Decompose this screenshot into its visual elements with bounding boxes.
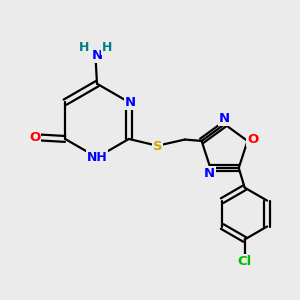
Text: NH: NH [87,151,107,164]
Text: O: O [247,133,259,146]
Text: H: H [79,41,89,54]
Text: N: N [125,96,136,109]
Text: S: S [153,140,162,153]
Text: O: O [29,131,40,144]
Text: N: N [92,49,103,62]
Text: N: N [203,167,214,180]
Text: H: H [102,41,112,54]
Text: Cl: Cl [238,255,252,268]
Text: N: N [219,112,230,125]
